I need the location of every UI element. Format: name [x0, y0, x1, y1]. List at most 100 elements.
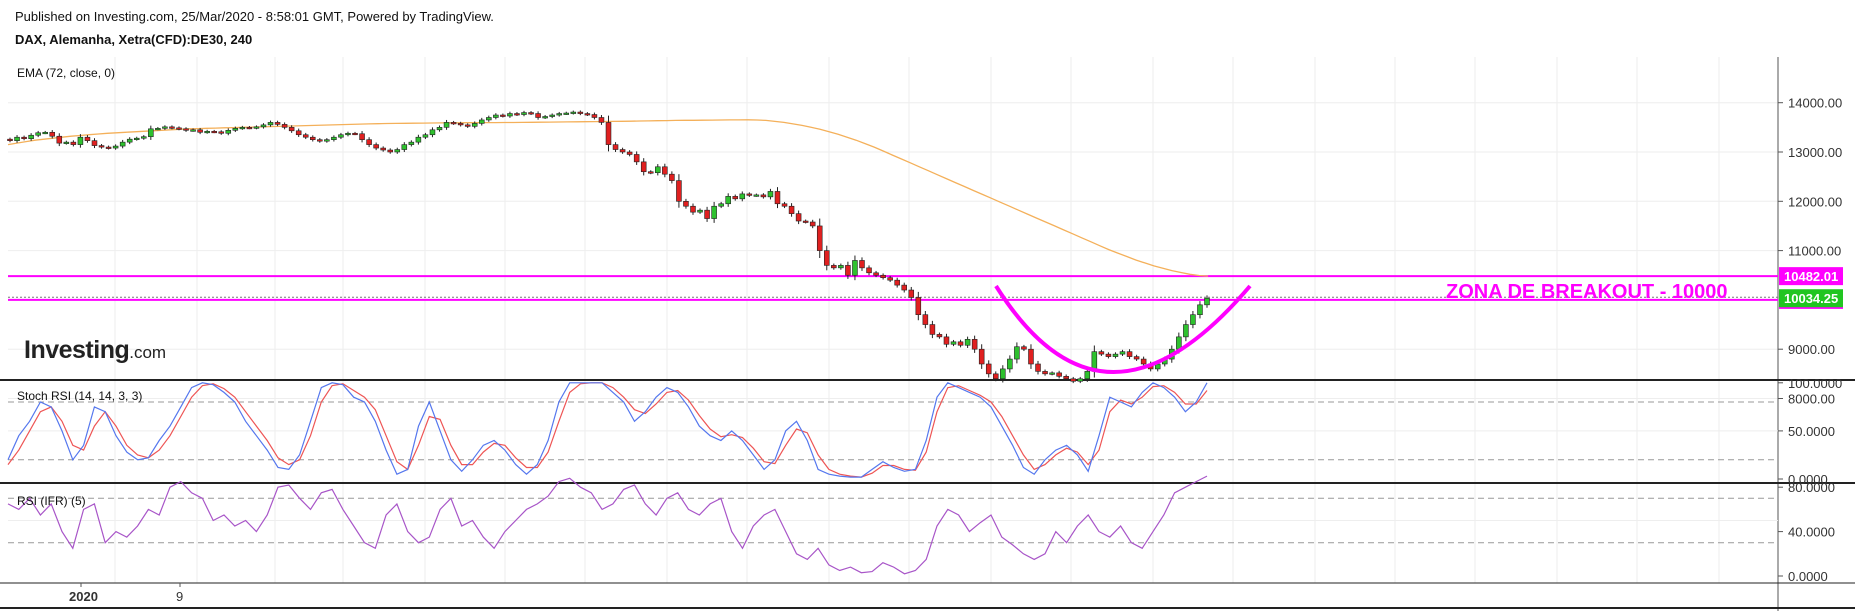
candle-body: [148, 128, 154, 138]
candle-body: [310, 136, 316, 140]
candle-body: [204, 130, 210, 134]
candle-body: [373, 144, 379, 149]
candle-body: [619, 149, 626, 153]
candle-body: [626, 151, 633, 155]
candle-body: [443, 122, 450, 128]
candle-body: [1007, 358, 1013, 370]
candle-body: [324, 139, 330, 142]
candle-body: [98, 145, 105, 148]
candle-body: [1119, 351, 1126, 355]
candle-body: [1000, 368, 1006, 380]
candle-body: [852, 260, 858, 276]
candle-body: [880, 274, 886, 279]
candle-body: [605, 122, 612, 145]
candle-body: [56, 135, 63, 144]
stoch-tick-label: 100.0000: [1788, 376, 1842, 391]
candle-body: [1084, 371, 1091, 380]
last-price-label: 10034.25: [1784, 291, 1838, 306]
candle-body: [1077, 378, 1084, 382]
breakout-cup-arc: [994, 284, 1252, 374]
candle-body: [1014, 346, 1020, 360]
rsi-tick-label: 40.0000: [1788, 525, 1835, 540]
candle-body: [711, 205, 717, 219]
candle-body: [908, 289, 915, 298]
candle-body: [866, 267, 872, 274]
investing-logo: Investing.com: [24, 336, 167, 364]
candle-body: [1021, 346, 1027, 350]
candle-body: [352, 132, 358, 136]
stoch-rsi-label: Stoch RSI (14, 14, 3, 3): [17, 389, 143, 403]
candle-body: [598, 117, 605, 123]
stoch-d-line: [7, 382, 1208, 478]
candle-body: [683, 201, 689, 207]
candle-body: [415, 136, 422, 143]
candle-body: [753, 194, 760, 197]
stoch-k-line: [7, 382, 1208, 478]
candle-body: [246, 127, 253, 130]
candle-body: [436, 127, 443, 131]
rsi-line: [7, 475, 1208, 575]
candle-body: [894, 279, 900, 286]
candle-body: [1098, 351, 1105, 355]
candle-body: [697, 209, 703, 213]
candle-body: [281, 124, 288, 128]
candle-body: [1183, 324, 1189, 338]
rsi-tick-label: 0.0000: [1788, 569, 1828, 584]
candle-body: [1133, 356, 1140, 360]
candle-body: [267, 122, 274, 126]
candle-body: [162, 126, 168, 129]
candle-body: [584, 113, 591, 116]
candle-body: [887, 277, 893, 281]
candle-body: [521, 112, 527, 115]
candle-body: [591, 114, 598, 118]
candle-body: [14, 136, 20, 141]
candle-body: [570, 111, 577, 114]
candle-body: [42, 131, 48, 135]
candle-body: [535, 113, 541, 118]
candle-body: [239, 127, 246, 130]
price-tick-label: 14000.00: [1788, 96, 1842, 111]
candle-body: [718, 203, 724, 207]
candle-body: [295, 130, 302, 136]
candle-body: [725, 196, 731, 205]
candle-body: [457, 123, 464, 126]
candle-body: [640, 161, 647, 173]
candle-body: [126, 138, 133, 143]
candle-body: [1063, 376, 1069, 380]
candle-body: [760, 194, 767, 198]
candle-body: [845, 265, 851, 276]
symbol-title: DAX, Alemanha, Xetra(CFD):DE30, 240: [15, 32, 253, 47]
candle-body: [549, 114, 555, 117]
candle-body: [141, 136, 147, 139]
candle-body: [91, 140, 98, 146]
time-axis-label: 9: [176, 589, 183, 604]
candle-body: [35, 132, 41, 136]
candle-body: [232, 128, 239, 131]
level-price-badge: [1779, 267, 1843, 286]
ema-indicator-label: EMA (72, close, 0): [17, 66, 116, 80]
candle-body: [183, 128, 189, 131]
candle-body: [21, 136, 27, 140]
candle-body: [647, 171, 654, 174]
candle-body: [809, 221, 816, 227]
candle-body: [824, 250, 830, 266]
candle-body: [155, 128, 161, 131]
candle-body: [1204, 297, 1210, 306]
candle-body: [831, 265, 837, 269]
candle-body: [253, 126, 260, 129]
candle-body: [119, 141, 126, 147]
candle-body: [788, 205, 795, 214]
candle-body: [873, 272, 879, 276]
candle-body: [612, 144, 619, 150]
rsi-label: RSI (IFR) (5): [17, 494, 86, 508]
candle-body: [985, 363, 992, 375]
candle-body: [486, 117, 492, 121]
candle-body: [105, 146, 112, 149]
candle-body: [1176, 336, 1182, 350]
candle-body: [993, 373, 999, 380]
candle-body: [1140, 358, 1147, 365]
candle-body: [493, 114, 499, 118]
candle-body: [922, 314, 929, 325]
time-axis-label: 2020: [69, 589, 98, 604]
published-caption: Published on Investing.com, 25/Mar/2020 …: [15, 9, 494, 24]
